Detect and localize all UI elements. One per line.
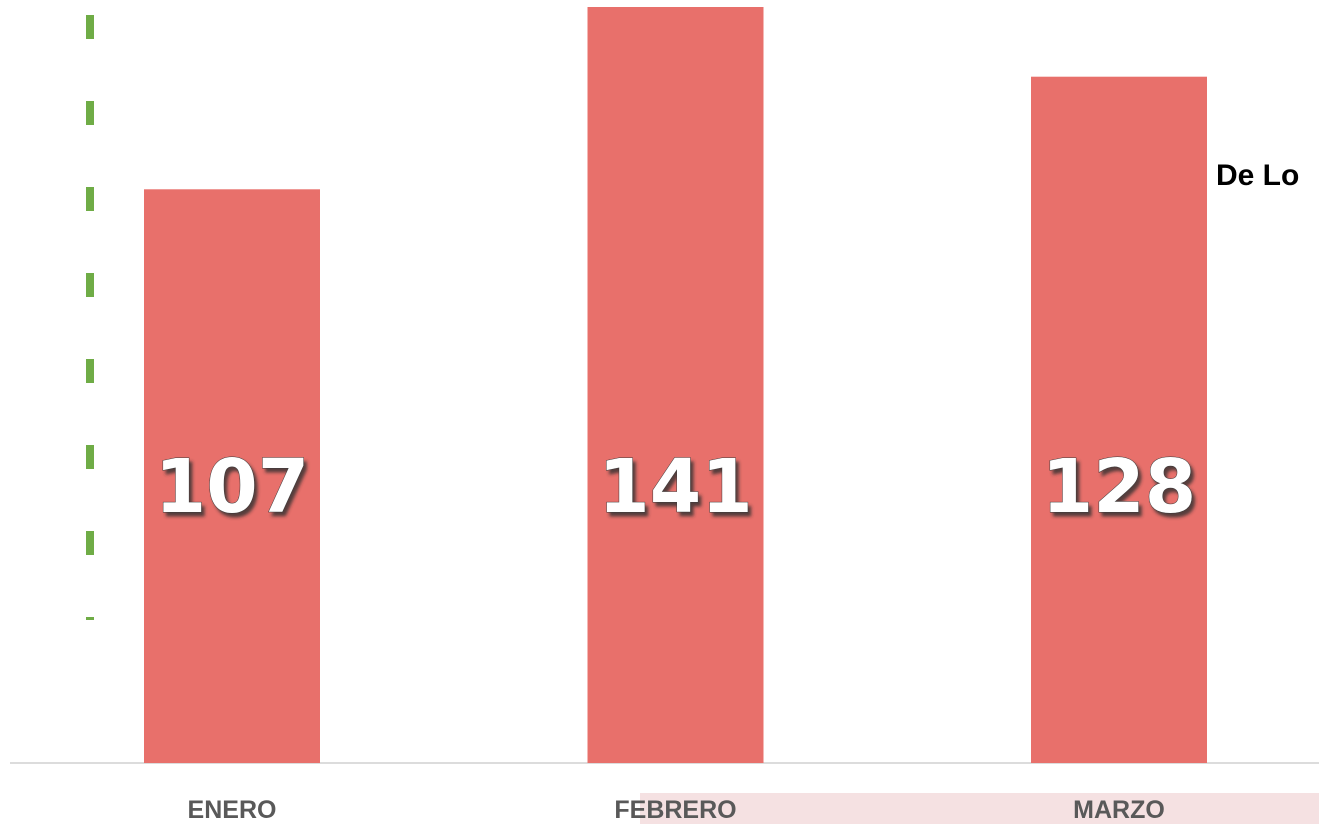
bar [587, 7, 764, 763]
bar [144, 189, 320, 764]
bar [1031, 76, 1207, 763]
value-label: 107 [155, 444, 309, 530]
band [640, 793, 1319, 824]
annotation: De Lo [1216, 159, 1299, 192]
x-tick-label: ENERO [188, 796, 277, 824]
value-label: 128 [1042, 444, 1196, 530]
x-tick-label: FEBRERO [614, 796, 736, 824]
x-tick-label: MARZO [1073, 796, 1165, 824]
value-label: 141 [598, 444, 752, 530]
